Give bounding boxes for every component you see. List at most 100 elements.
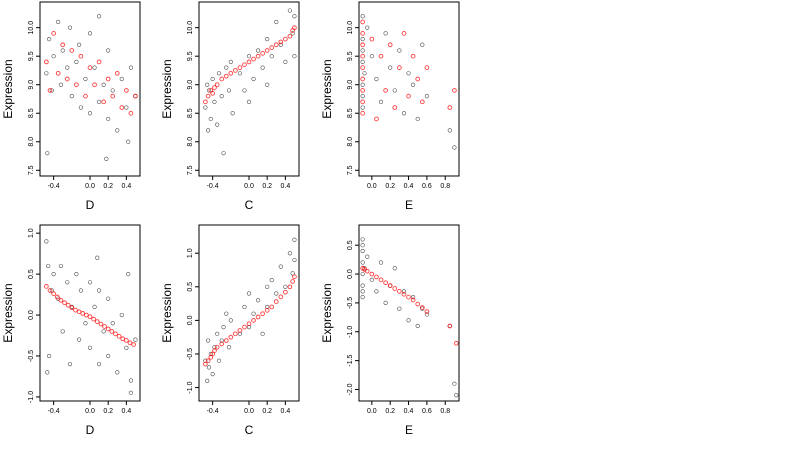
predicted-point bbox=[360, 110, 366, 116]
observed-point bbox=[246, 99, 252, 104]
observed-point bbox=[283, 59, 288, 65]
predicted-point bbox=[214, 82, 220, 88]
observed-point bbox=[360, 94, 365, 99]
observed-point bbox=[44, 71, 49, 76]
observed-point bbox=[110, 321, 115, 326]
predicted-point bbox=[219, 341, 225, 347]
observed-point bbox=[67, 362, 73, 367]
observed-point bbox=[424, 94, 429, 99]
predicted-point bbox=[392, 105, 398, 110]
observed-point bbox=[46, 353, 52, 359]
observed-point bbox=[255, 48, 261, 53]
observed-point bbox=[221, 325, 226, 330]
observed-point bbox=[415, 116, 420, 122]
predicted-point bbox=[383, 88, 388, 93]
predicted-point bbox=[83, 93, 88, 99]
observed-point bbox=[205, 128, 211, 133]
predicted-point bbox=[233, 68, 238, 73]
observed-point bbox=[224, 65, 229, 70]
predicted-point bbox=[131, 342, 136, 347]
predicted-point bbox=[113, 331, 118, 337]
observed-point bbox=[365, 254, 370, 259]
x-tick-label: 0.0 bbox=[367, 183, 377, 190]
x-tick-label: 0.2 bbox=[385, 183, 395, 190]
observed-point bbox=[360, 260, 365, 265]
observed-point bbox=[96, 14, 102, 19]
y-tick-label: 0.0 bbox=[347, 269, 354, 279]
x-tick-label: 0.4 bbox=[404, 408, 414, 415]
predicted-point bbox=[255, 53, 261, 59]
y-tick-label: 10.0 bbox=[28, 21, 35, 35]
predicted-point bbox=[292, 25, 297, 31]
observed-point bbox=[374, 289, 379, 294]
predicted-point bbox=[264, 307, 270, 313]
plot-frame bbox=[358, 1, 460, 177]
observed-point bbox=[65, 280, 70, 285]
observed-point bbox=[365, 25, 370, 30]
observed-point bbox=[360, 283, 365, 288]
predicted-point bbox=[98, 321, 104, 327]
predicted-point bbox=[364, 268, 370, 274]
predicted-point bbox=[264, 48, 270, 53]
observed-point bbox=[397, 306, 402, 311]
x-tick-label: 0.4 bbox=[280, 183, 290, 190]
observed-point bbox=[216, 358, 222, 363]
observed-point bbox=[383, 300, 388, 306]
observed-point bbox=[215, 331, 220, 336]
predicted-point bbox=[109, 329, 115, 334]
observed-point bbox=[369, 54, 374, 59]
predicted-point bbox=[80, 311, 86, 316]
y-tick-label: 9.5 bbox=[187, 51, 194, 61]
y-tick-label: -1.0 bbox=[187, 381, 194, 393]
observed-point bbox=[260, 65, 265, 70]
observed-point bbox=[360, 36, 365, 42]
observed-point bbox=[360, 48, 365, 53]
predicted-point bbox=[447, 105, 453, 110]
observed-point bbox=[49, 88, 54, 93]
predicted-point bbox=[212, 85, 217, 90]
observed-point bbox=[106, 296, 111, 301]
predicted-point bbox=[287, 284, 293, 290]
observed-point bbox=[51, 272, 56, 277]
predicted-point bbox=[360, 88, 366, 93]
observed-point bbox=[246, 54, 252, 59]
observed-point bbox=[124, 105, 129, 110]
predicted-point bbox=[360, 76, 366, 82]
predicted-point bbox=[87, 314, 93, 320]
predicted-point bbox=[44, 59, 49, 65]
predicted-point bbox=[374, 274, 379, 280]
predicted-point bbox=[410, 53, 416, 59]
y-tick-label: -1.5 bbox=[347, 354, 354, 366]
x-tick-label: 0.2 bbox=[385, 408, 395, 415]
panel-3: 0.0 0.2 0.4 0.6 0.8 7.5 8.0 8.5 9.0 9.5 10.0 E Expre… bbox=[320, 1, 460, 212]
observed-point bbox=[287, 8, 293, 13]
observed-point bbox=[58, 263, 64, 269]
y-tick-label: 8.5 bbox=[28, 108, 35, 118]
x-tick-label: -0.4 bbox=[48, 183, 60, 190]
observed-point bbox=[60, 48, 65, 53]
observed-point bbox=[92, 65, 97, 70]
predicted-point bbox=[119, 105, 125, 110]
observed-point bbox=[269, 54, 274, 59]
observed-point bbox=[246, 291, 252, 296]
predicted-point bbox=[76, 309, 82, 315]
x-tick-label: 0.4 bbox=[404, 183, 414, 190]
observed-point bbox=[128, 390, 134, 395]
predicted-point bbox=[360, 31, 366, 36]
predicted-point bbox=[62, 300, 67, 306]
observed-point bbox=[119, 76, 124, 82]
predicted-point bbox=[283, 36, 288, 42]
observed-point bbox=[392, 88, 397, 93]
observed-point bbox=[83, 76, 88, 82]
predicted-point bbox=[424, 309, 430, 314]
x-axis-label: E bbox=[405, 198, 413, 212]
predicted-point bbox=[378, 277, 384, 283]
observed-point bbox=[251, 311, 256, 316]
predicted-point bbox=[369, 36, 375, 42]
y-tick-label: 8.0 bbox=[347, 137, 354, 147]
predicted-point bbox=[278, 39, 284, 45]
predicted-point bbox=[292, 274, 297, 280]
observed-point bbox=[78, 288, 84, 293]
y-tick-label: 7.5 bbox=[187, 165, 194, 175]
observed-point bbox=[76, 42, 82, 47]
